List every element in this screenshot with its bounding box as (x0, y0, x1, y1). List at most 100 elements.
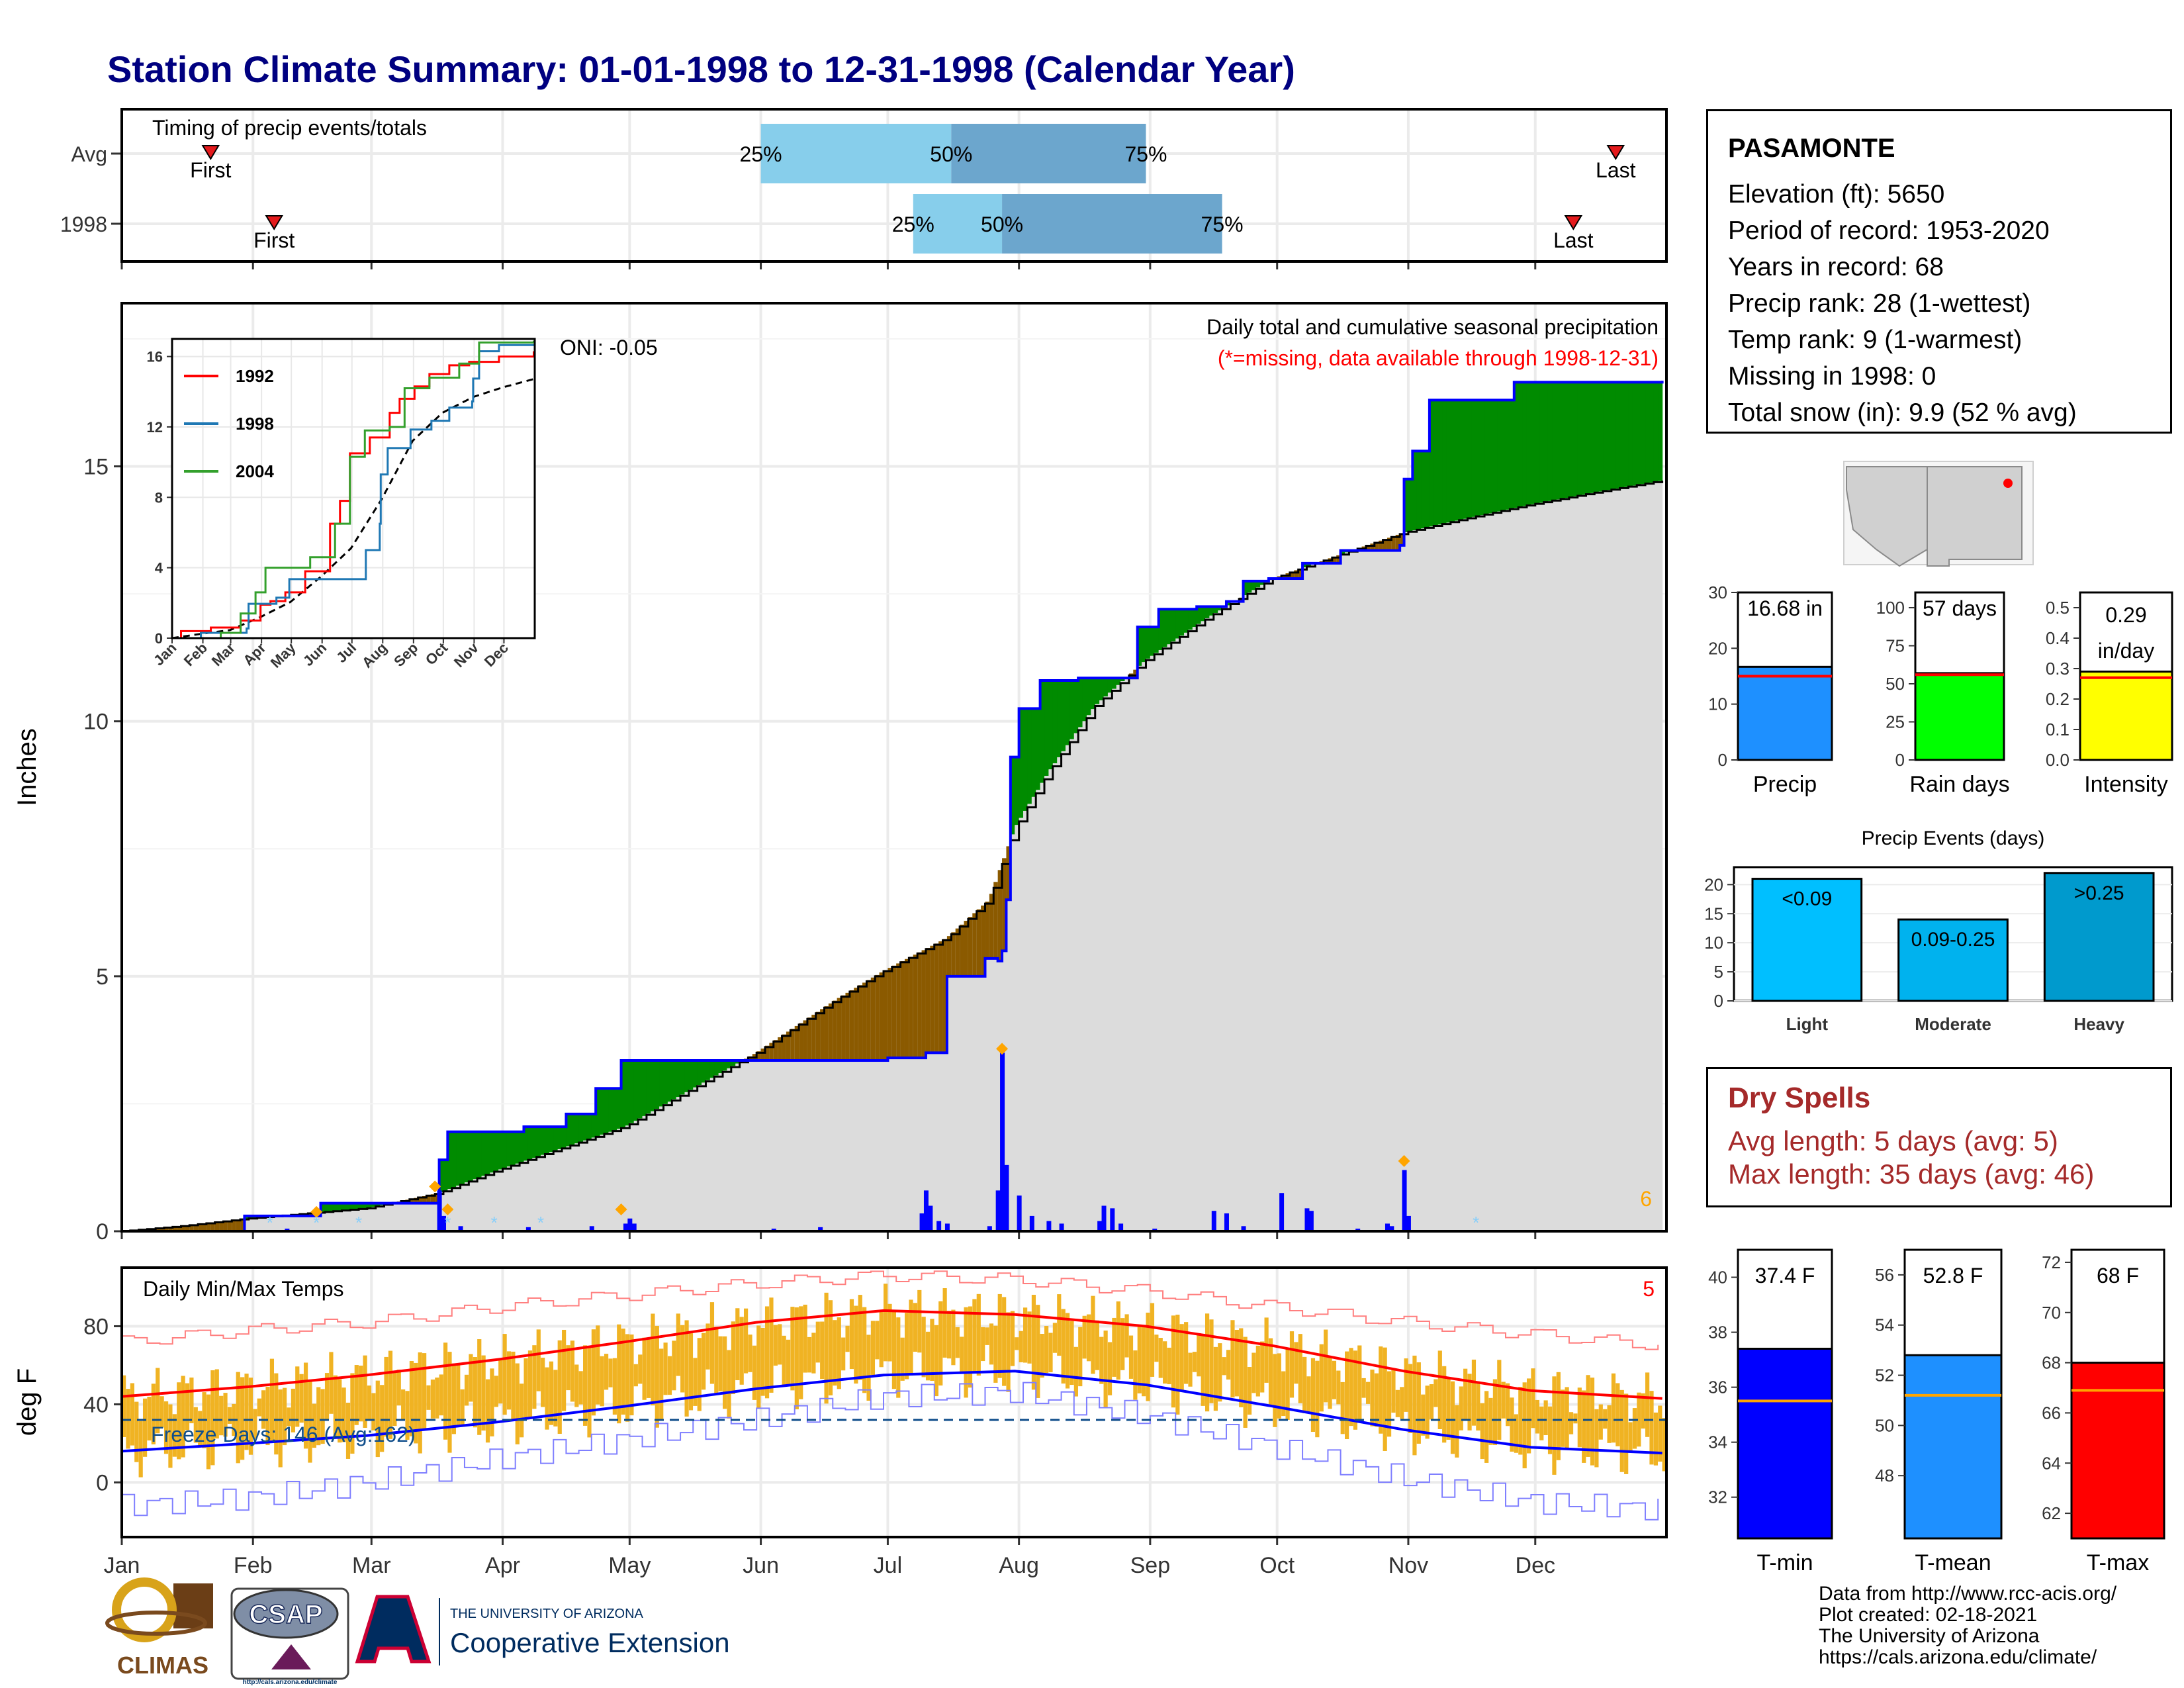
daily-temp-range-bar (320, 1389, 325, 1444)
below-avg-fill (189, 1225, 195, 1231)
avg-cumulative-fill (1289, 571, 1295, 1231)
above-avg-fill (1531, 382, 1536, 504)
temp-summary-bars: 32 34 36 38 40 T-min 37.4 F 48 50 52 54 56 T-mean 52.… (1708, 1248, 2165, 1575)
daily-temp-range-bar (1255, 1345, 1260, 1397)
above-avg-fill (651, 1060, 656, 1111)
above-avg-fill (359, 1203, 364, 1209)
avg-cumulative-fill (371, 1207, 377, 1231)
above-avg-fill (1044, 680, 1049, 776)
temps-panel: Freeze Days: 146 (Avg:162) Daily Min/Max … (13, 1266, 1668, 1578)
above-avg-fill (451, 1131, 457, 1188)
events-category-label: Heavy (2073, 1014, 2124, 1034)
avg-cumulative-fill (904, 959, 909, 1231)
avg-cumulative-fill (925, 948, 931, 1231)
location-map (1843, 461, 2034, 567)
daily-temp-range-bar (1302, 1356, 1307, 1413)
temp-bar-0-y-tick-label: 34 (1708, 1432, 1727, 1452)
daily-temp-range-bar (913, 1303, 917, 1352)
month-label: May (608, 1553, 651, 1578)
timing-bar-25-50 (760, 124, 952, 183)
above-avg-fill (1146, 627, 1151, 659)
avg-cumulative-fill (248, 1218, 253, 1231)
avg-cumulative-fill (1637, 485, 1642, 1231)
above-avg-fill (604, 1088, 609, 1133)
above-avg-fill (1171, 609, 1176, 641)
daily-precip-bar (1279, 1193, 1285, 1231)
avg-cumulative-fill (1658, 481, 1663, 1231)
daily-temp-range-bar (1416, 1362, 1421, 1444)
avg-cumulative-fill (460, 1184, 465, 1231)
avg-cumulative-fill (955, 928, 960, 1231)
avg-cumulative-fill (308, 1213, 313, 1231)
above-avg-fill (655, 1060, 660, 1109)
avg-cumulative-fill (676, 1097, 681, 1231)
oni-label: ONI: -0.05 (560, 336, 658, 359)
below-avg-fill (993, 882, 999, 959)
below-avg-fill (764, 1045, 770, 1060)
events-category-label: Light (1786, 1014, 1829, 1034)
below-avg-fill (778, 1037, 783, 1060)
above-avg-fill (456, 1131, 461, 1186)
missing-data-star: * (444, 1213, 451, 1233)
timing-row-label: Avg (71, 142, 107, 166)
daily-temp-range-bar (1450, 1381, 1455, 1454)
avg-cumulative-fill (490, 1172, 495, 1231)
avg-max-temp-line (121, 1309, 1662, 1400)
below-avg-fill (960, 924, 965, 976)
avg-cumulative-fill (1535, 503, 1540, 1231)
above-avg-fill (1192, 609, 1197, 628)
avg-cumulative-fill (1133, 669, 1138, 1231)
avg-cumulative-fill (1319, 561, 1324, 1231)
avg-cumulative-fill (1184, 632, 1189, 1231)
avg-cumulative-fill (858, 985, 863, 1231)
daily-temp-range-bar (1653, 1412, 1659, 1466)
below-avg-fill (934, 943, 939, 1053)
daily-temp-range-bar (934, 1325, 938, 1397)
daily-temp-range-bar (1023, 1307, 1028, 1363)
below-avg-fill (1374, 541, 1379, 551)
avg-cumulative-fill (1450, 522, 1455, 1232)
avg-cumulative-fill (1471, 516, 1477, 1232)
above-avg-fill (244, 1215, 250, 1219)
daily-temp-range-bar (1535, 1399, 1539, 1434)
daily-temp-range-bar (1133, 1350, 1138, 1400)
daily-temp-range-bar (964, 1307, 968, 1398)
daily-temp-range-bar (1391, 1369, 1396, 1413)
daily-temp-range-bar (600, 1356, 604, 1407)
below-avg-fill (223, 1221, 228, 1231)
daily-temp-range-bar (414, 1362, 418, 1444)
below-avg-fill (913, 955, 918, 1058)
precip-bar-1-y-tick-label: 25 (1886, 712, 1905, 732)
above-avg-fill (1442, 400, 1447, 524)
daily-temp-range-bar (820, 1321, 825, 1380)
daily-temp-range-bar (1586, 1375, 1590, 1457)
above-avg-fill (1404, 479, 1409, 532)
avg-cumulative-fill (972, 913, 978, 1231)
daily-temp-range-bar (541, 1358, 545, 1407)
avg-cumulative-fill (1188, 630, 1193, 1231)
daily-temp-range-bar (511, 1351, 516, 1420)
daily-temp-range-bar (1061, 1309, 1066, 1384)
daily-temp-range-bar (1103, 1331, 1108, 1407)
daily-temp-range-bar (1442, 1366, 1447, 1443)
above-avg-fill (1425, 451, 1430, 528)
above-avg-fill (1433, 400, 1439, 526)
above-avg-fill (676, 1060, 681, 1098)
avg-cumulative-fill (672, 1099, 677, 1231)
daily-temp-range-bar (1522, 1382, 1527, 1469)
daily-temp-range-bar (1628, 1422, 1633, 1452)
daily-temp-range-bar (333, 1375, 338, 1437)
daily-temp-range-bar (1268, 1338, 1273, 1405)
below-avg-fill (1133, 669, 1138, 679)
avg-cumulative-fill (1179, 635, 1185, 1231)
daily-temp-range-bar (591, 1329, 596, 1416)
daily-temp-range-bar (833, 1320, 837, 1386)
timing-bar-25-50 (913, 194, 1003, 254)
below-avg-fill (308, 1213, 313, 1216)
above-avg-fill (1653, 382, 1659, 482)
station-name: PASAMONTE (1728, 134, 1895, 163)
daily-temp-range-bar (596, 1325, 600, 1405)
above-avg-fill (621, 1060, 626, 1128)
timing-marker-triangle (201, 145, 220, 160)
csap-cloud-icon (233, 1589, 339, 1639)
